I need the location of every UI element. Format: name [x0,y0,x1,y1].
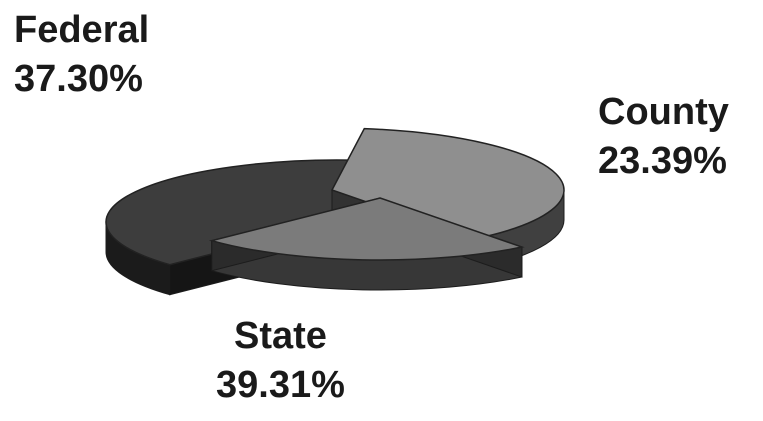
county-category-label: County [598,91,729,133]
federal-slice-label: Federal 37.30% [14,6,149,105]
federal-slice-top [330,127,565,240]
state-category-label: State [233,315,327,357]
county-slice-label: County 23.39% [598,88,729,187]
state-slice-top [105,159,372,266]
county-slice-top [208,197,525,261]
county-value-label: 23.39% [598,140,727,183]
federal-value-label: 37.30% [14,58,143,101]
state-value-label: 39.31% [216,364,345,407]
county-slice [208,197,525,291]
state-slice-label: State 39.31% [216,312,345,411]
federal-category-label: Federal [14,9,150,51]
